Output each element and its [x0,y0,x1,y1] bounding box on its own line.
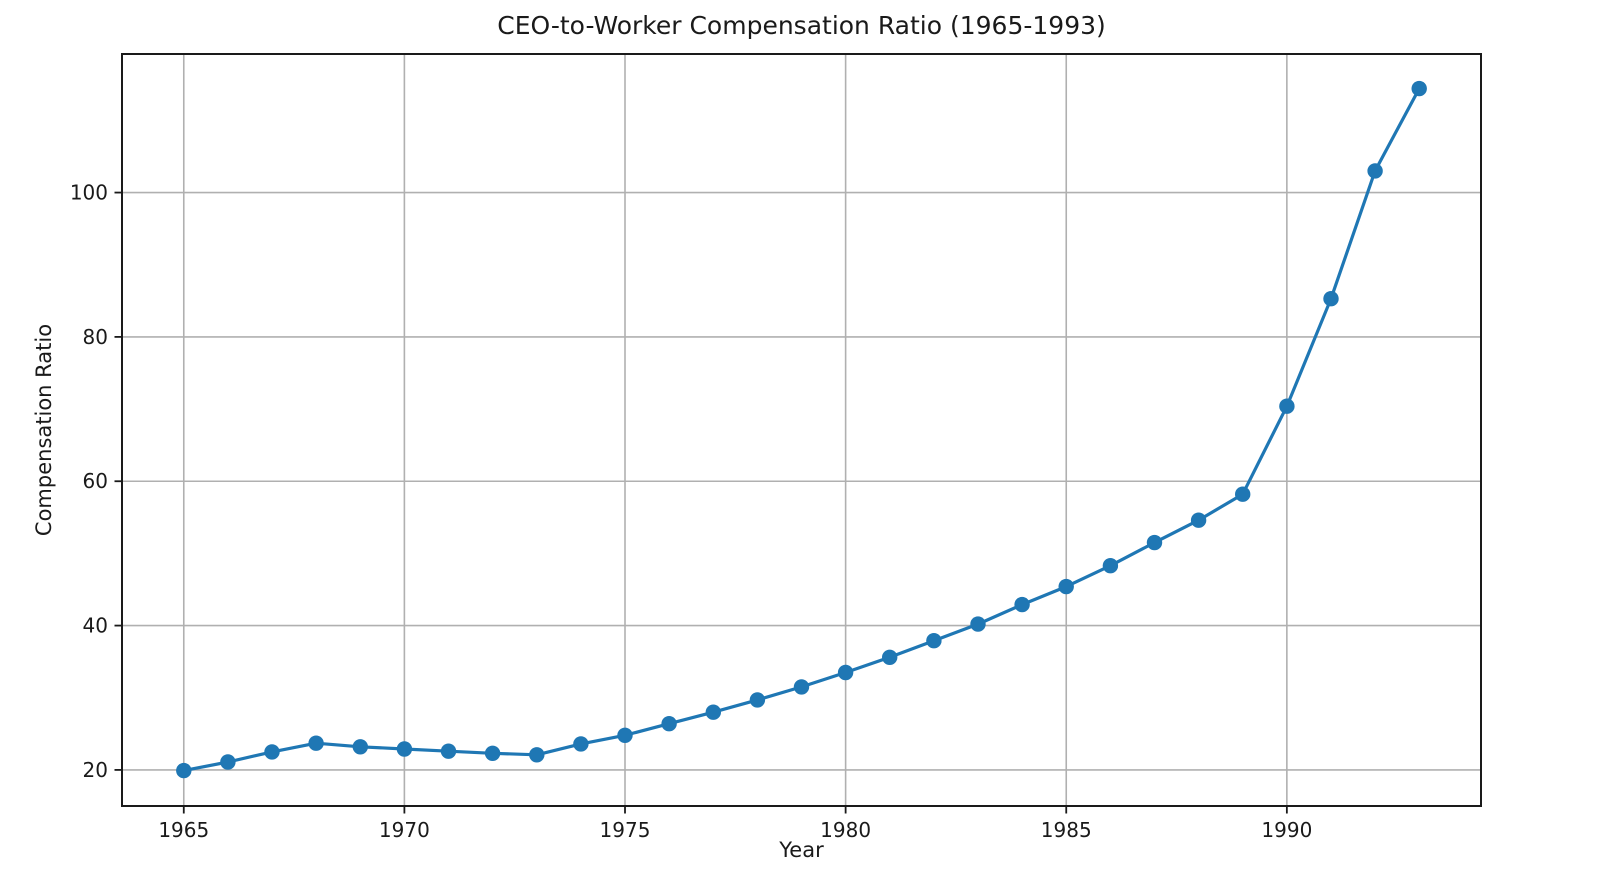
y-axis-label: Compensation Ratio [32,323,56,537]
x-tick-label: 1970 [379,818,430,842]
data-point-1990 [1279,398,1295,414]
data-point-1967 [264,744,280,760]
data-point-1987 [1146,534,1163,551]
data-point-1975 [617,727,633,743]
x-tick-label: 1990 [1261,818,1312,842]
x-tick-label: 1975 [600,818,651,842]
data-point-1983 [970,616,986,632]
data-point-1981 [882,649,898,665]
data-point-1965 [176,762,192,779]
y-tick-label: 100 [70,181,108,205]
data-point-1972 [484,745,501,761]
data-point-1966 [220,754,236,770]
y-tick-label: 20 [83,758,108,782]
x-tick-label: 1985 [1041,818,1092,842]
data-point-1982 [926,633,942,649]
x-tick-label: 1980 [820,818,871,842]
y-tick-label: 40 [83,614,108,638]
data-point-1977 [705,704,721,720]
data-point-1989 [1235,486,1251,502]
data-point-1979 [793,679,810,695]
x-axis-label: Year [779,838,824,862]
data-point-1978 [749,692,766,708]
data-point-1969 [352,739,368,755]
y-tick-label: 80 [83,325,108,349]
tick-marks [114,191,1288,814]
data-point-1991 [1323,291,1339,307]
data-point-1992 [1367,163,1383,179]
data-points [176,80,1427,779]
data-point-1973 [529,747,545,763]
data-point-1993 [1411,80,1427,97]
data-point-1986 [1102,558,1119,574]
grid-layer [122,54,1481,806]
data-point-1980 [837,664,854,681]
data-point-1976 [661,716,677,732]
chart-title: CEO-to-Worker Compensation Ratio (1965-1… [497,11,1106,40]
x-tick-labels: 1965 1970 1975 1980 1985 1990 [158,818,1312,842]
plot-border [121,53,1482,807]
data-point-1971 [440,743,457,759]
y-tick-label: 60 [83,469,108,493]
data-point-1968 [308,735,324,751]
axes-box [121,53,1482,807]
series-line [182,86,1421,773]
data-point-1984 [1014,596,1030,613]
data-point-1970 [396,741,413,757]
data-point-1988 [1190,512,1207,528]
y-tick-labels: 20 40 60 80 100 [70,181,108,782]
line-series [182,86,1421,773]
x-tick-label: 1965 [158,818,209,842]
data-point-1974 [573,736,589,752]
data-point-1985 [1058,578,1074,595]
